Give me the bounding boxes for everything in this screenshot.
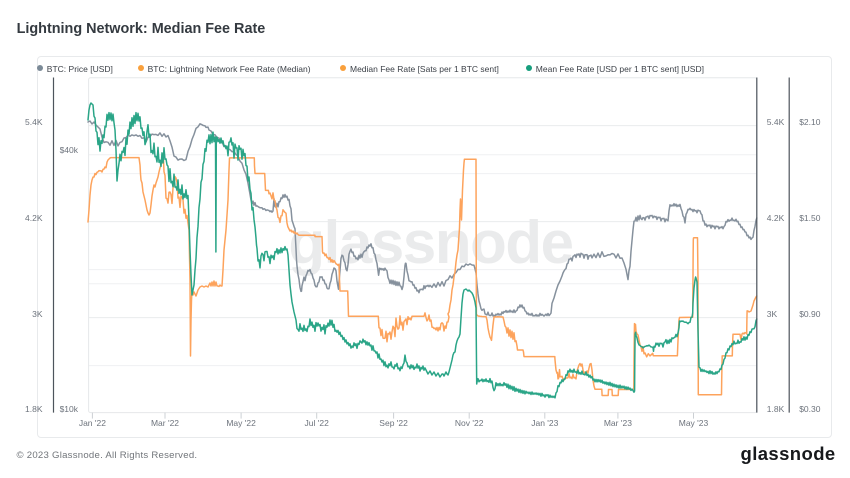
svg-text:glassnode: glassnode: [288, 209, 572, 276]
